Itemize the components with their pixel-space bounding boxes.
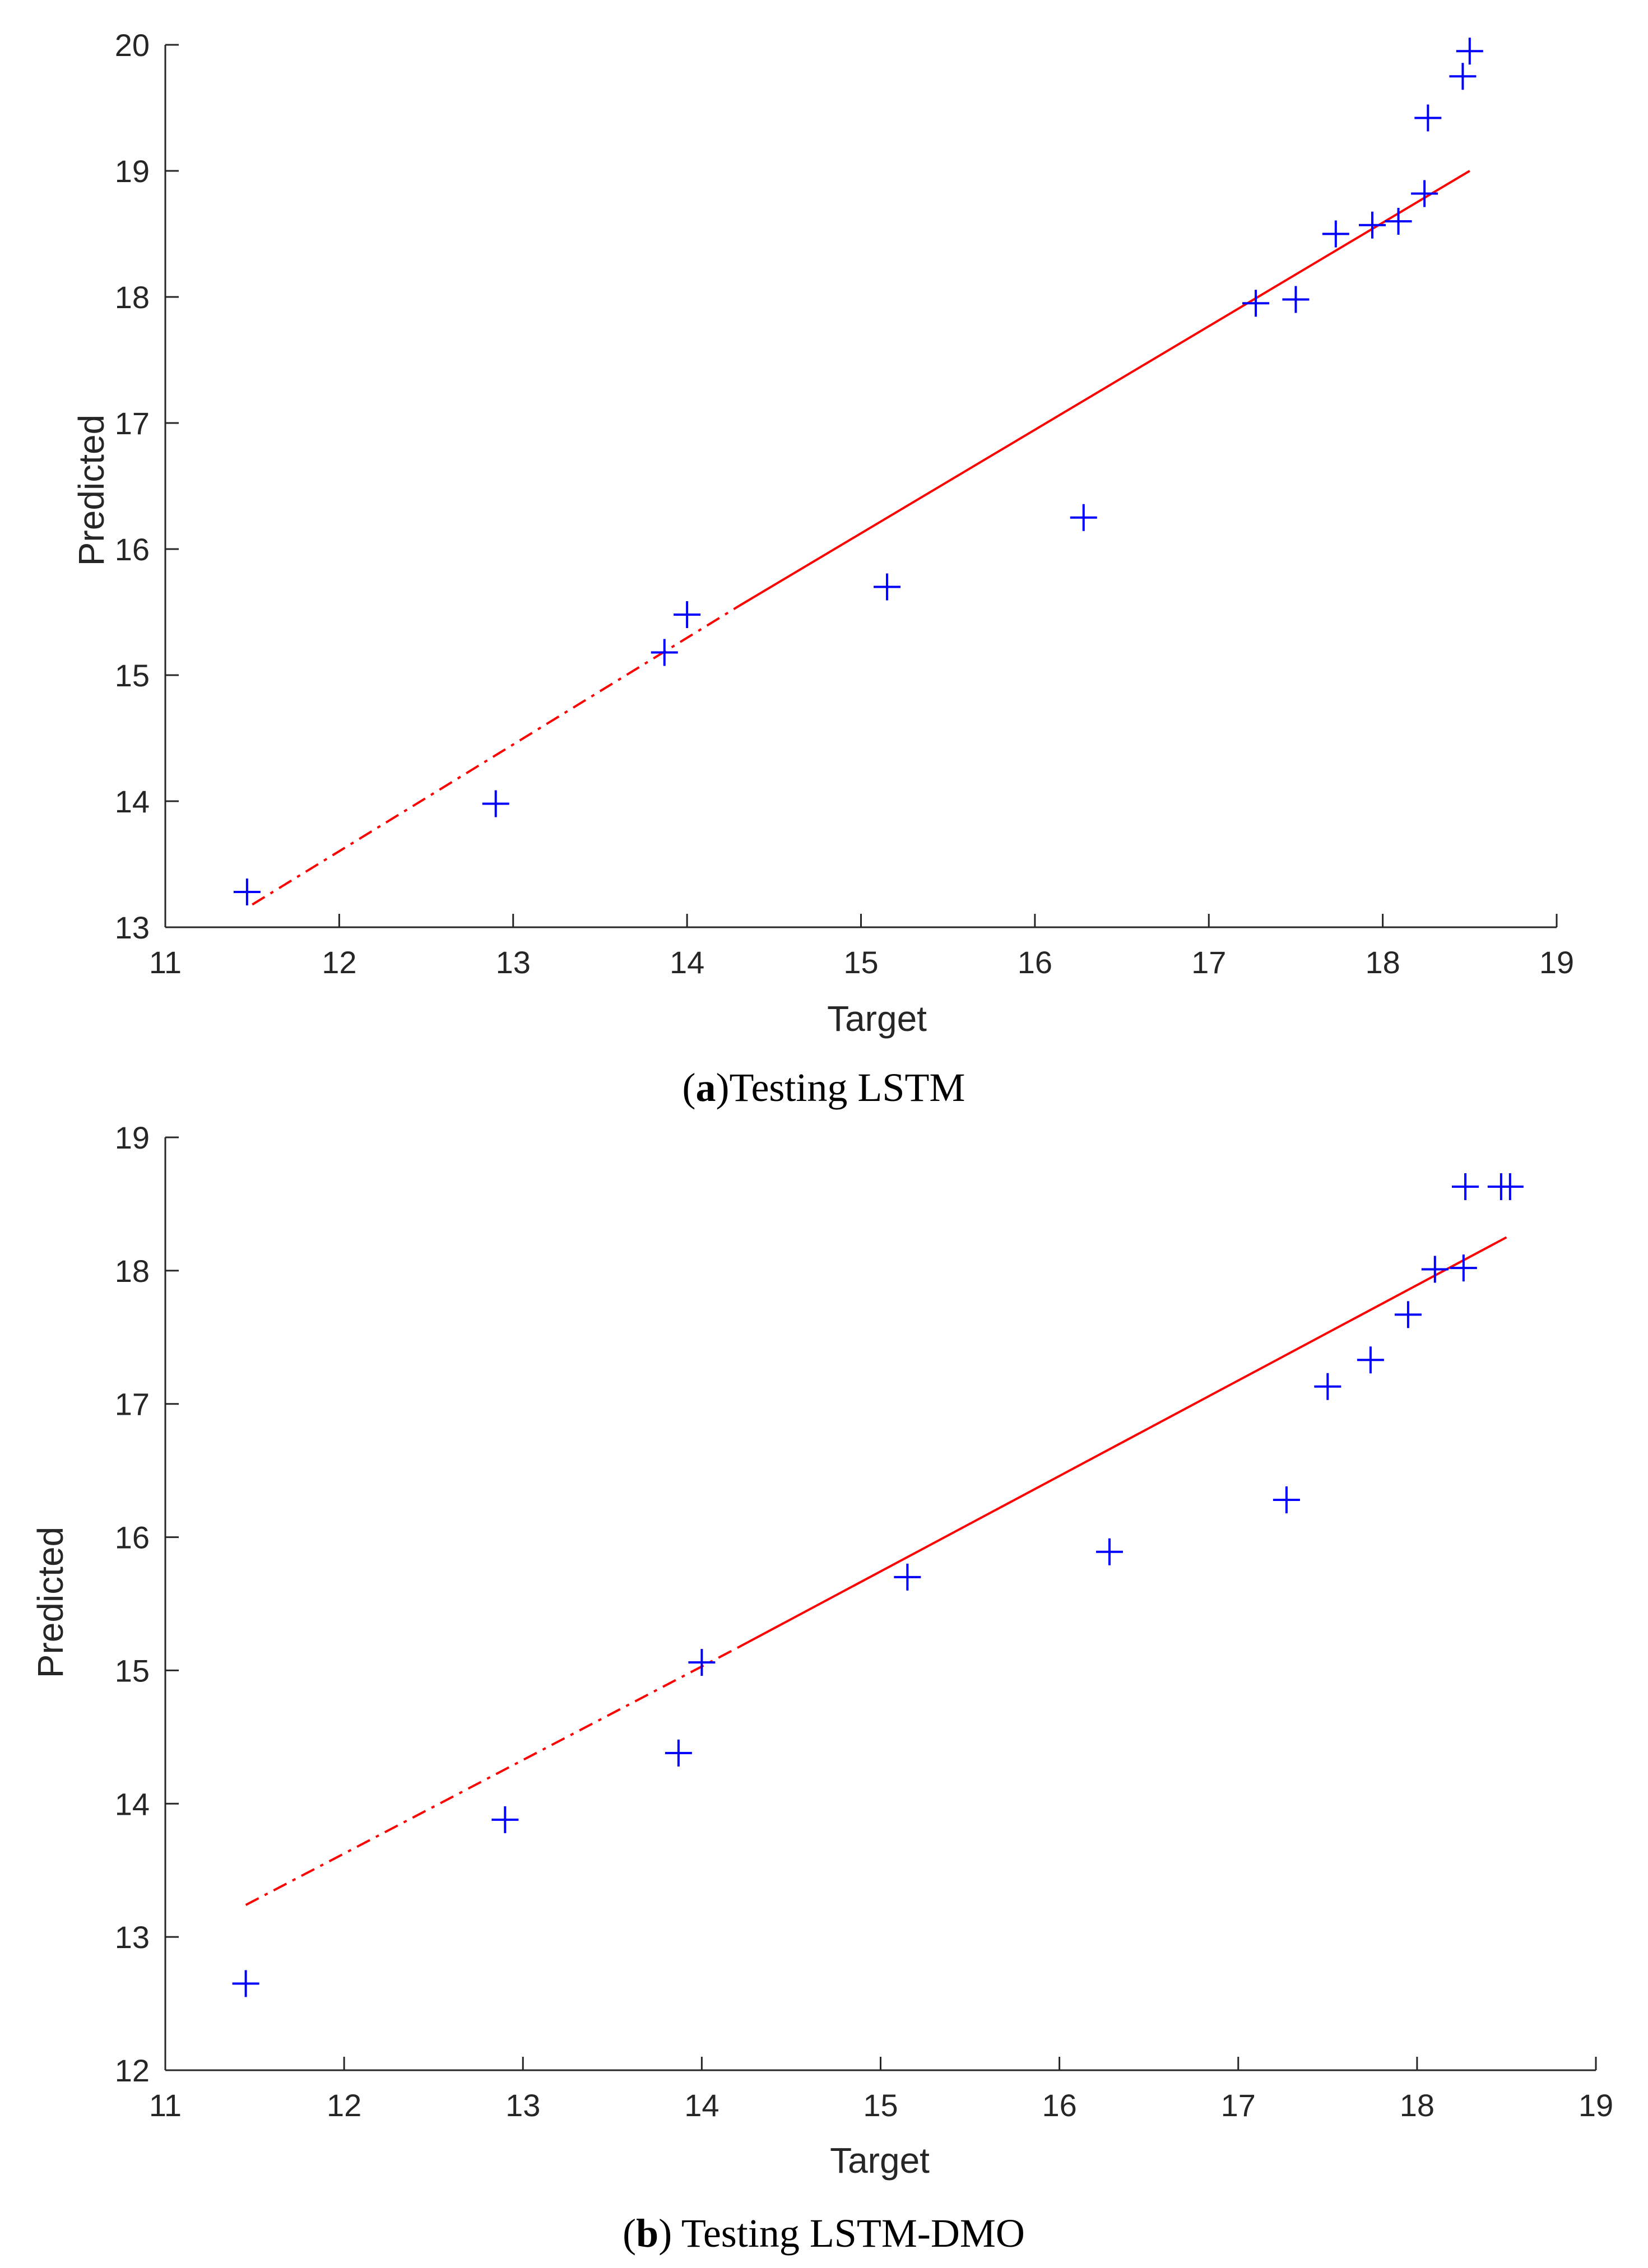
panel-b-x-tick-label: 18 [1400,2088,1435,2123]
panel-b-x-tick-label: 14 [684,2088,719,2123]
panel-a-x-tick-label: 14 [670,945,704,980]
panel-a-y-tick-label: 18 [115,280,150,315]
panel-a-scatter-plot: 11 12 13 14 15 16 17 18 19 13 14 15 16 17 18 19 20 Targe… [71,27,1574,1110]
panel-b-data-point [1095,1538,1123,1565]
panel-b-data-points [232,1173,1524,1997]
panel-a-y-tick-label: 13 [115,910,150,945]
panel-b-data-point [1452,1173,1479,1201]
panel-b-y-tick-label: 14 [115,1786,150,1821]
panel-a-fit-line [252,170,1470,906]
panel-a-data-point [1414,104,1442,132]
panel-a-tick-labels: 11 12 13 14 15 16 17 18 19 13 14 15 16 17 18 19 20 [115,27,1574,980]
panel-b-data-point [491,1806,519,1833]
panel-a-y-tick-label: 15 [115,658,150,693]
panel-a-caption: (a)Testing LSTM [683,1065,965,1110]
panel-b-data-point [688,1649,716,1676]
panel-b-y-tick-label: 17 [115,1387,150,1422]
panel-b-y-tick-label: 18 [115,1253,150,1289]
panel-b-data-point [894,1563,921,1591]
panel-a-data-point [651,639,678,666]
panel-b-x-tick-label: 13 [505,2088,540,2123]
panel-b-x-tick-label: 16 [1042,2088,1076,2123]
panel-b-data-point [1496,1173,1524,1201]
panel-a-data-point [1449,63,1477,90]
panel-a-data-point [874,573,901,601]
panel-a-data-point [1070,504,1097,531]
panel-a-y-tick-label: 17 [115,406,150,441]
panel-a-y-tick-label: 20 [115,27,150,63]
panel-b-data-point [1357,1346,1384,1374]
panel-b-x-tick-label: 15 [863,2088,898,2123]
panel-a-data-point [674,601,701,628]
panel-b-caption-letter: b [636,2211,658,2256]
panel-a-data-point [1282,286,1310,313]
panel-a-caption-text: )Testing LSTM [716,1065,965,1110]
panel-a-x-tick-label: 13 [496,945,531,980]
panel-a-y-tick-label: 16 [115,532,150,567]
panel-b-fit-line [245,1236,1507,1906]
panel-a-x-tick-label: 12 [322,945,356,980]
panel-b-y-tick-label: 19 [115,1120,150,1155]
panel-b-data-point [1314,1373,1341,1400]
panel-b-y-tick-label: 12 [115,2053,150,2088]
panel-b-data-point [232,1970,259,1997]
panel-a-y-tick-label: 14 [115,784,150,819]
panel-b-x-axis-label: Target [830,2140,930,2181]
panel-b-fit-line-solid [737,1236,1507,1649]
panel-a-fit-line-solid [739,170,1470,607]
panel-b-axes [164,1136,1597,2071]
panel-a-axes [164,44,1558,928]
panel-a-x-tick-label: 18 [1365,945,1400,980]
panel-b-y-tick-label: 16 [115,1520,150,1555]
panel-b-y-tick-label: 15 [115,1653,150,1688]
panel-a-data-points [233,38,1483,905]
panel-b-data-point [1421,1256,1449,1283]
panel-b-fit-line-dashdot [245,1647,739,1906]
panel-a-data-point [1411,180,1438,207]
panel-b-y-tick-label: 13 [115,1920,150,1955]
panel-b-x-tick-label: 19 [1579,2088,1613,2123]
panel-a-y-axis-label: Predicted [71,415,112,566]
panel-a-x-tick-label: 17 [1191,945,1226,980]
panel-a-x-axis-label: Target [827,998,927,1039]
panel-b-y-axis-label: Predicted [30,1527,71,1678]
panel-b-data-point [1273,1486,1300,1513]
panel-a-fit-line-dashdot [252,605,740,906]
panel-a-data-point [1322,220,1349,248]
panel-b-caption-text: ) Testing LSTM-DMO [658,2211,1025,2256]
panel-b-caption: (b) Testing LSTM-DMO [623,2211,1025,2256]
panel-b-x-tick-label: 17 [1221,2088,1256,2123]
panel-a-x-tick-label: 11 [149,945,182,980]
panel-a-x-tick-label: 19 [1539,945,1574,980]
panel-a-x-tick-label: 15 [843,945,878,980]
panel-a-data-point [1456,38,1483,65]
panel-b-x-tick-label: 12 [327,2088,361,2123]
panel-b-x-tick-label: 11 [149,2088,182,2123]
panel-b-data-point [1394,1301,1422,1328]
panel-b-data-point [1450,1254,1477,1282]
panel-a-data-point [233,879,261,905]
panel-a-y-tick-label: 19 [115,154,150,189]
panel-b-data-point [665,1739,692,1767]
panel-a-data-point [482,790,509,817]
panel-a-caption-letter: a [696,1065,716,1110]
panel-a-data-point [1242,290,1270,317]
panel-a-data-point [1385,208,1412,235]
panel-a-data-point [1359,211,1386,239]
panel-a-x-tick-label: 16 [1018,945,1052,980]
